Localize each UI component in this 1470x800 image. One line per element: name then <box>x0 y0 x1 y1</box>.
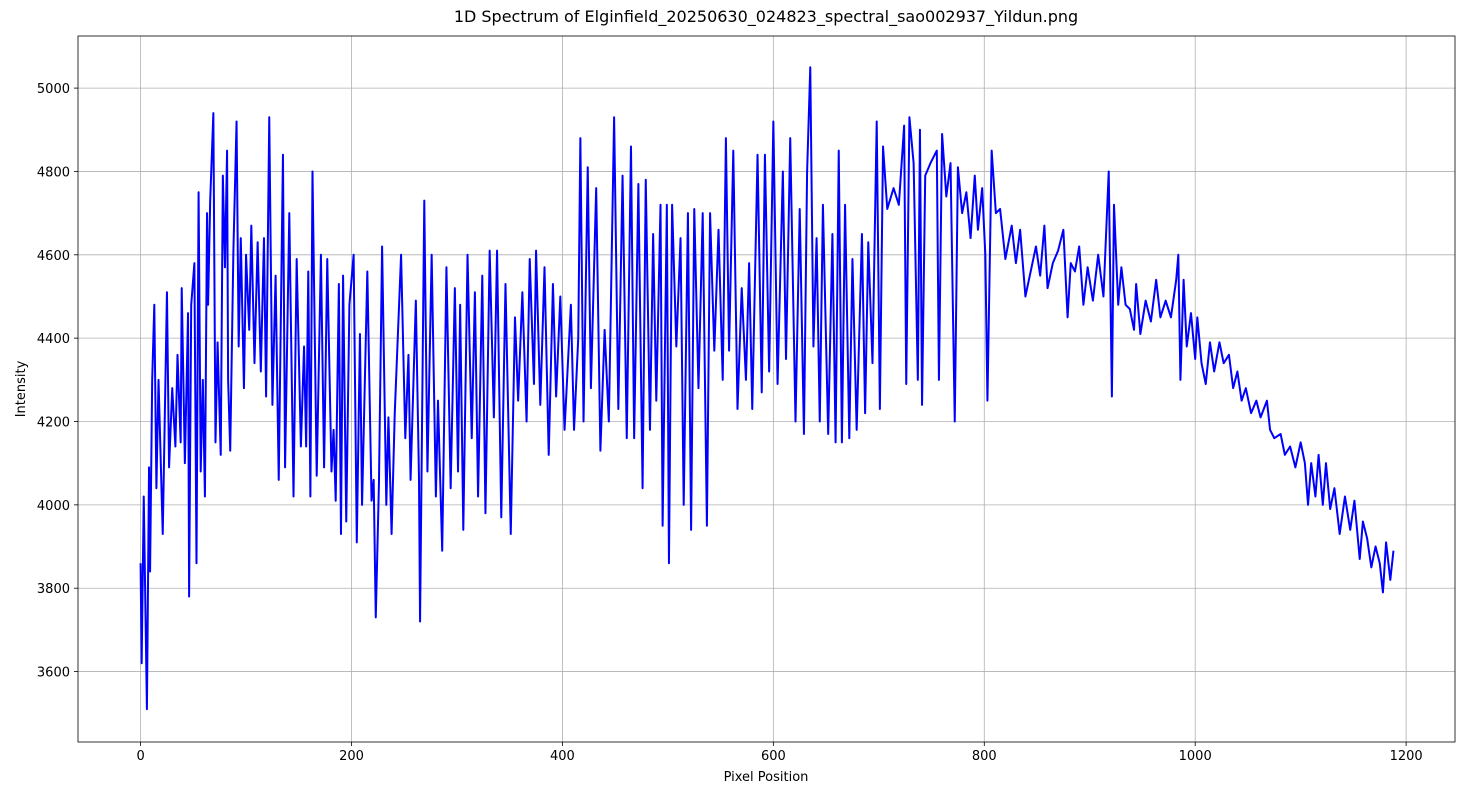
y-tick-label: 3600 <box>37 666 70 681</box>
chart-title: 1D Spectrum of Elginfield_20250630_02482… <box>454 7 1078 27</box>
axes-frame <box>77 35 1456 743</box>
x-tick-label: 1200 <box>1390 749 1423 764</box>
y-tick-label: 3800 <box>37 582 70 597</box>
y-tick-label: 4000 <box>37 499 70 514</box>
y-tick-label: 4600 <box>37 249 70 264</box>
y-tick-label: 4400 <box>37 332 70 347</box>
x-tick-label: 600 <box>761 749 786 764</box>
spectrum-line <box>139 66 1395 711</box>
y-tick-label: 5000 <box>37 82 70 97</box>
y-axis-label: Intensity <box>14 360 29 417</box>
x-tick-label: 400 <box>550 749 575 764</box>
x-tick-label: 800 <box>972 749 997 764</box>
plot-area <box>139 66 1395 711</box>
x-axis-label: Pixel Position <box>724 770 809 785</box>
y-tick-label: 4200 <box>37 416 70 431</box>
x-tick-label: 1000 <box>1179 749 1212 764</box>
x-tick-label: 0 <box>136 749 144 764</box>
y-tick-label: 4800 <box>37 165 70 180</box>
x-tick-label: 200 <box>339 749 364 764</box>
